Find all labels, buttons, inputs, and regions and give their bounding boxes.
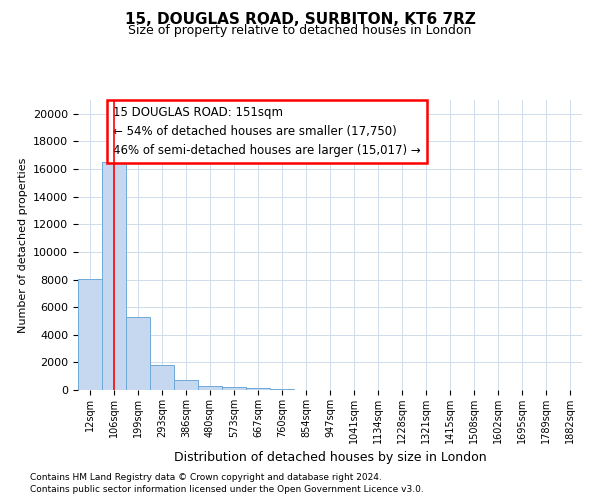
Bar [78, 279, 102, 390]
Text: Contains public sector information licensed under the Open Government Licence v3: Contains public sector information licen… [30, 485, 424, 494]
Bar [198, 386, 222, 390]
Text: Contains HM Land Registry data © Crown copyright and database right 2024.: Contains HM Land Registry data © Crown c… [30, 472, 382, 482]
Text: Size of property relative to detached houses in London: Size of property relative to detached ho… [128, 24, 472, 37]
Bar [174, 380, 198, 390]
Y-axis label: Number of detached properties: Number of detached properties [17, 158, 28, 332]
Bar [126, 317, 150, 390]
Text: 15 DOUGLAS ROAD: 151sqm
← 54% of detached houses are smaller (17,750)
46% of sem: 15 DOUGLAS ROAD: 151sqm ← 54% of detache… [113, 106, 421, 157]
Bar [102, 162, 126, 390]
X-axis label: Distribution of detached houses by size in London: Distribution of detached houses by size … [173, 452, 487, 464]
Bar [246, 388, 270, 390]
Bar [270, 389, 294, 390]
Bar [150, 365, 174, 390]
Text: 15, DOUGLAS ROAD, SURBITON, KT6 7RZ: 15, DOUGLAS ROAD, SURBITON, KT6 7RZ [125, 12, 475, 28]
Bar [222, 386, 246, 390]
